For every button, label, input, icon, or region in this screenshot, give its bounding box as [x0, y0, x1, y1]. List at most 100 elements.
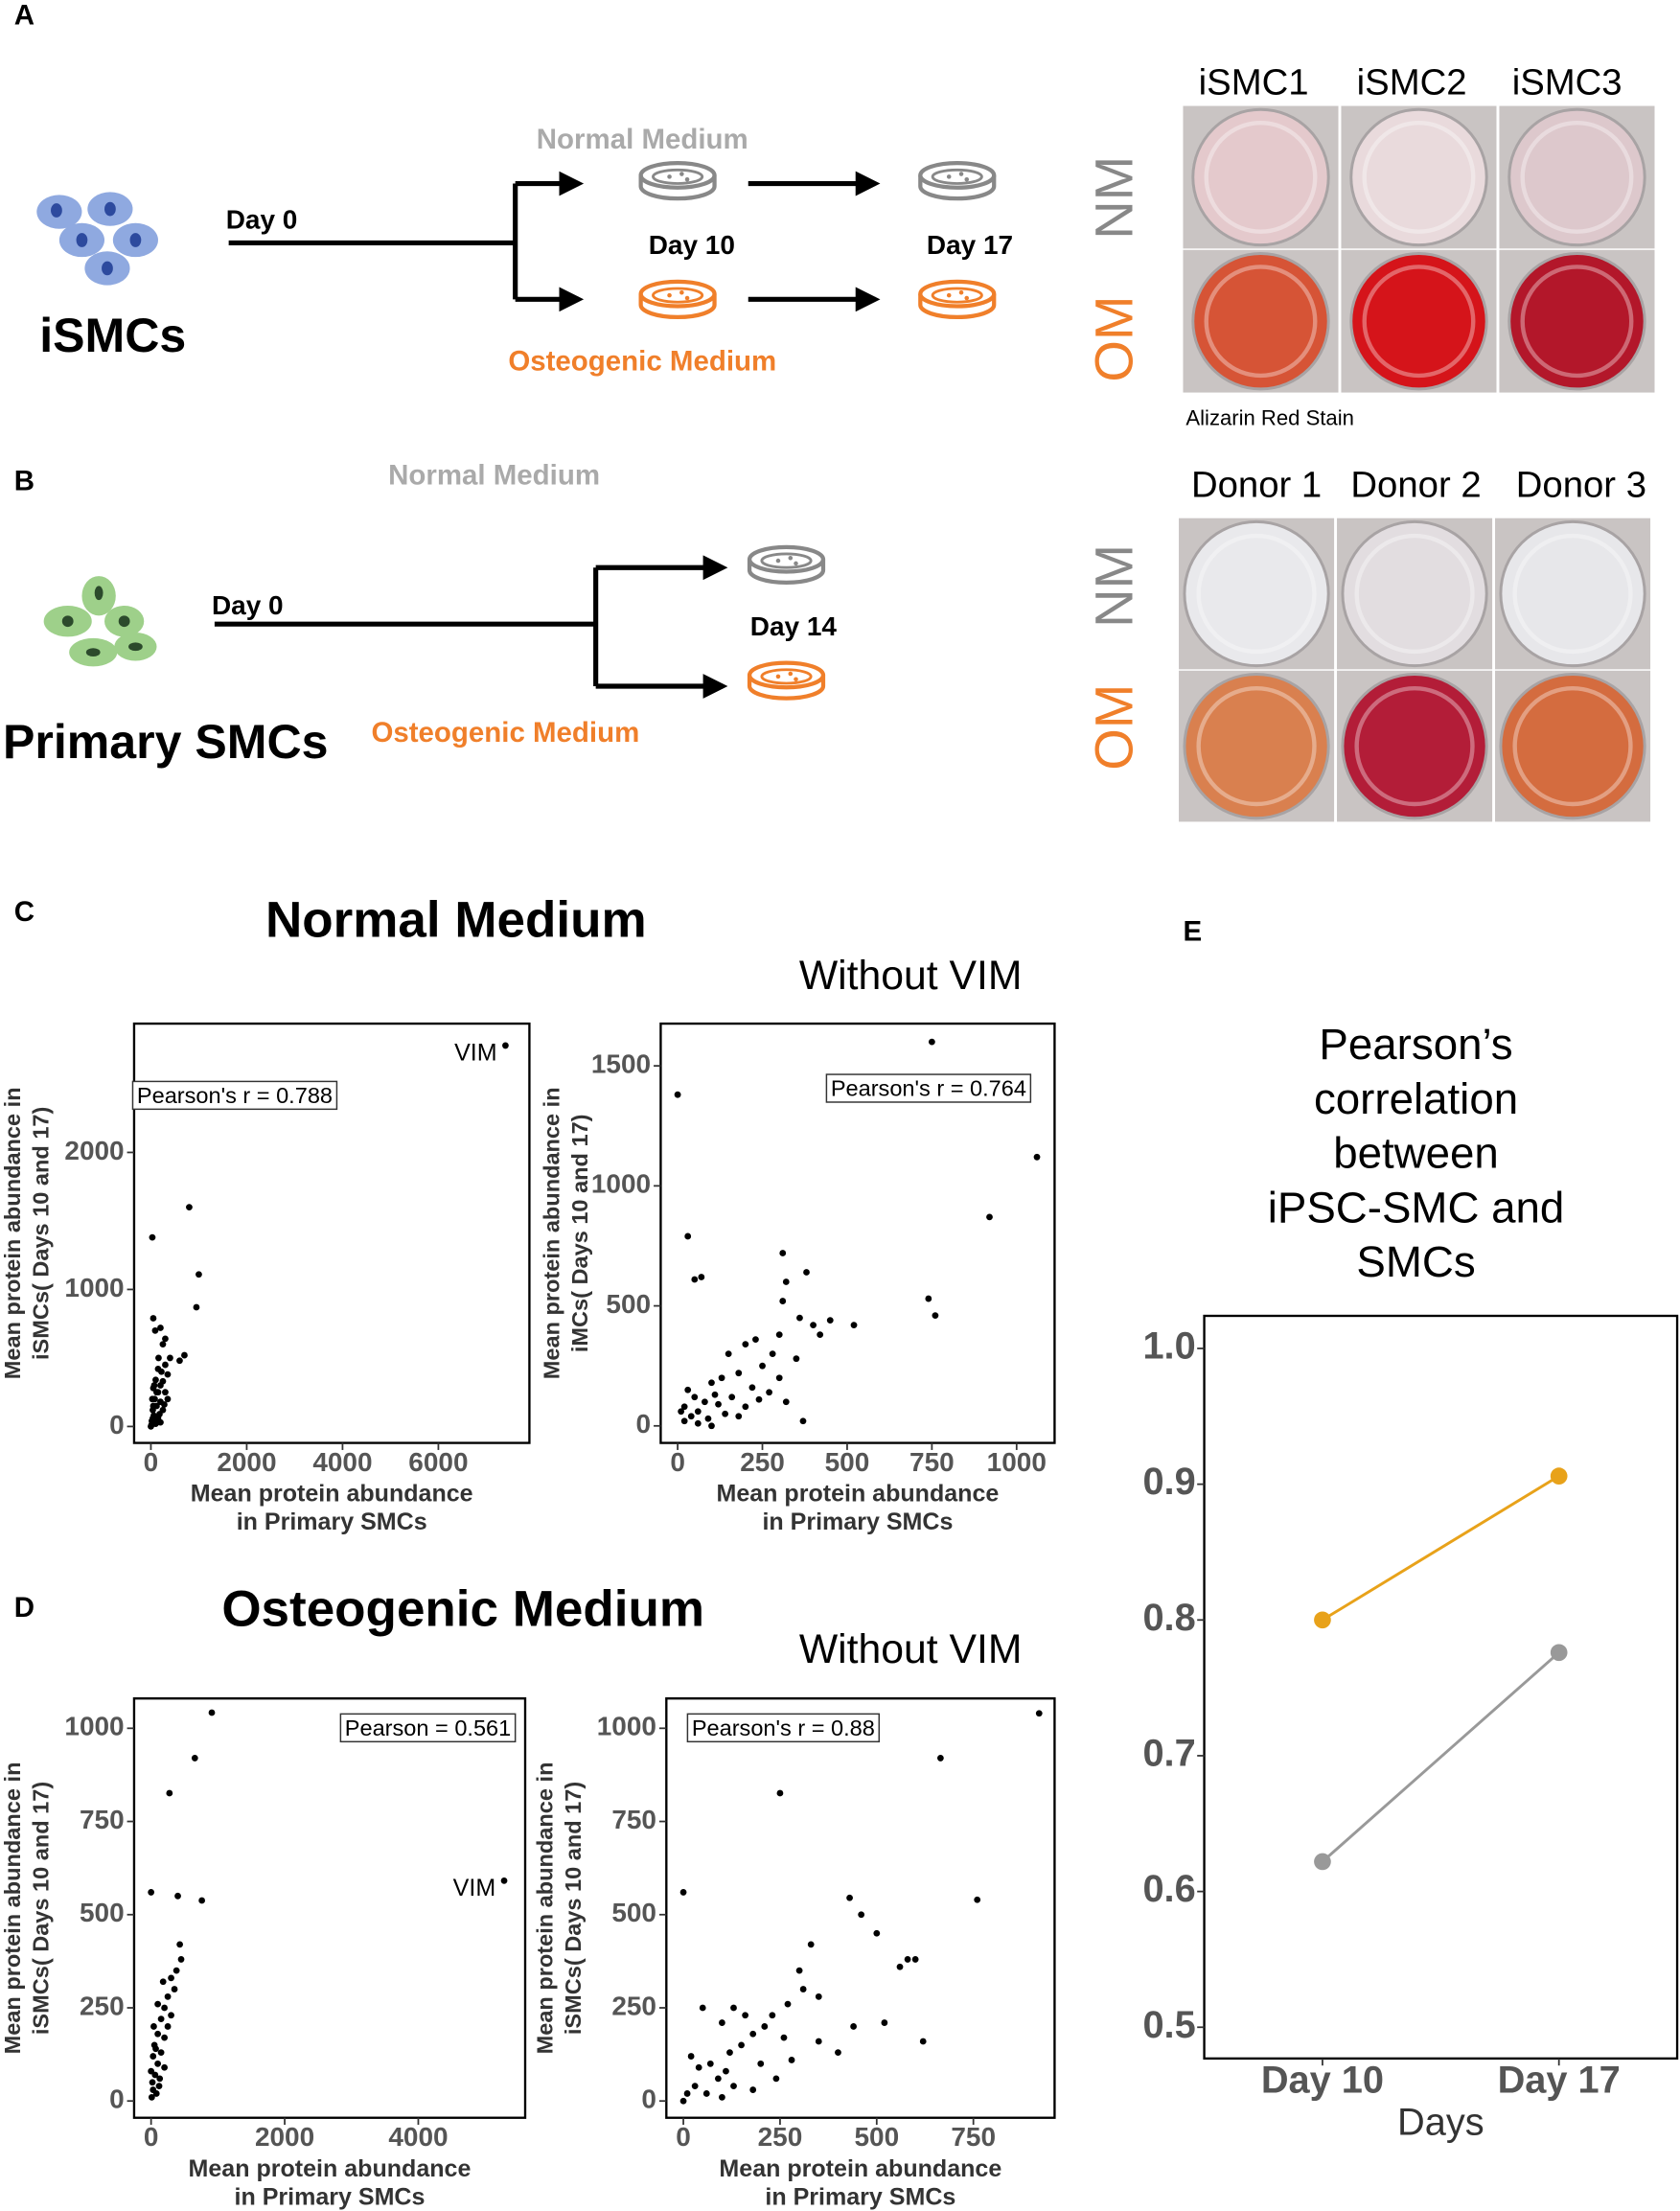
x-axis-label: in Primary SMCs [235, 2183, 426, 2210]
point [817, 1331, 824, 1339]
well [1344, 522, 1485, 665]
point [161, 1401, 168, 1408]
point [164, 2023, 172, 2030]
point [176, 1357, 183, 1365]
well-plate [1179, 518, 1651, 822]
well-shine [1354, 533, 1475, 655]
point [793, 1355, 800, 1363]
well [1185, 522, 1327, 665]
point [755, 1395, 763, 1403]
well [1510, 254, 1644, 388]
point [699, 2004, 706, 2012]
point [173, 1967, 180, 1974]
point [788, 2057, 795, 2063]
plot-frame [132, 1022, 531, 1444]
point [775, 1374, 783, 1382]
y-tick-label: 0.5 [1142, 2004, 1195, 2046]
point [164, 1395, 172, 1403]
dish [749, 547, 823, 583]
point [157, 1324, 164, 1331]
cell-label: iSMCs [39, 309, 186, 362]
point [196, 1271, 202, 1278]
point [150, 1382, 158, 1389]
x-tick-label: 0 [670, 1447, 685, 1477]
cell-label: Primary SMCs [3, 715, 329, 769]
point [772, 2075, 780, 2083]
point [775, 1331, 783, 1339]
point [164, 1992, 172, 2000]
point [742, 1341, 749, 1348]
point [807, 1941, 815, 1948]
point [156, 1411, 163, 1417]
y-tick-label: 0.8 [1142, 1597, 1195, 1639]
well [1502, 675, 1644, 818]
x-axis-label: in Primary SMCs [237, 1509, 427, 1535]
point [691, 1393, 699, 1401]
y-axis-label: iSMCs( Days 10 and 17) [28, 1107, 53, 1360]
chart-title: correlation [1314, 1074, 1518, 1123]
point [850, 2023, 857, 2030]
point [1035, 1710, 1043, 1717]
stat-box [339, 1713, 517, 1743]
point [782, 1398, 790, 1406]
stat-label: Pearson's r = 0.88 [692, 1716, 875, 1740]
point [711, 1391, 719, 1398]
point [695, 2063, 702, 2071]
point [1033, 1153, 1041, 1161]
y-tick-label: 1000 [597, 1712, 656, 1741]
stat-box [131, 1080, 338, 1111]
x-tick-label: 250 [740, 1447, 785, 1477]
point [679, 1889, 687, 1896]
point [730, 2083, 737, 2090]
point [162, 1389, 169, 1396]
point [191, 1755, 198, 1762]
y-tick-label: 1000 [591, 1169, 651, 1199]
point [678, 1408, 685, 1416]
well [1352, 110, 1485, 244]
x-tick-label: 0 [144, 1447, 159, 1477]
day-label: Day 10 [649, 230, 735, 260]
point [156, 2075, 164, 2083]
point [691, 1276, 699, 1283]
point [911, 1956, 919, 1963]
point [148, 1423, 154, 1430]
point [715, 1400, 722, 1408]
well-shine [1512, 533, 1633, 655]
point [687, 1413, 695, 1420]
stat-box [825, 1073, 1032, 1103]
point [150, 2023, 157, 2030]
point [769, 2012, 776, 2019]
point [779, 1298, 787, 1304]
point [826, 1317, 834, 1324]
point [166, 1789, 173, 1797]
x-tick-label: 500 [854, 2122, 899, 2152]
y-tick-label: 750 [611, 1805, 656, 1834]
point [154, 2030, 162, 2038]
panel-subtitle: Without VIM [799, 1626, 1023, 1672]
chart-title: iPSC-SMC and [1268, 1183, 1565, 1232]
point [749, 2086, 757, 2093]
x-tick-label: 4000 [312, 1447, 372, 1477]
point [719, 2093, 725, 2101]
well-label: iSMC2 [1357, 62, 1467, 104]
panel-b: B Primary SMCs Day 0 Normal Medium Day 1… [3, 460, 1646, 771]
point [722, 1410, 729, 1417]
x-tick-label: 750 [951, 2122, 996, 2152]
row-label: OM [1083, 296, 1143, 382]
point [714, 2075, 722, 2083]
point [149, 1395, 156, 1403]
x-tick-label: Day 17 [1498, 2059, 1621, 2101]
point [759, 1362, 766, 1370]
point [157, 1418, 164, 1426]
arrows [228, 171, 881, 312]
point [706, 2060, 714, 2067]
y-axis-label: Mean protein abundance in [532, 1762, 557, 2055]
point [810, 1322, 817, 1328]
medium-label: Normal Medium [537, 124, 748, 155]
well-label: iSMC1 [1199, 62, 1309, 104]
y-tick-label: 250 [611, 1991, 656, 2020]
point [815, 2038, 822, 2045]
x-tick-label: 250 [758, 2122, 803, 2152]
y-tick-label: 500 [611, 1898, 656, 1927]
series-line [1322, 1474, 1560, 1622]
